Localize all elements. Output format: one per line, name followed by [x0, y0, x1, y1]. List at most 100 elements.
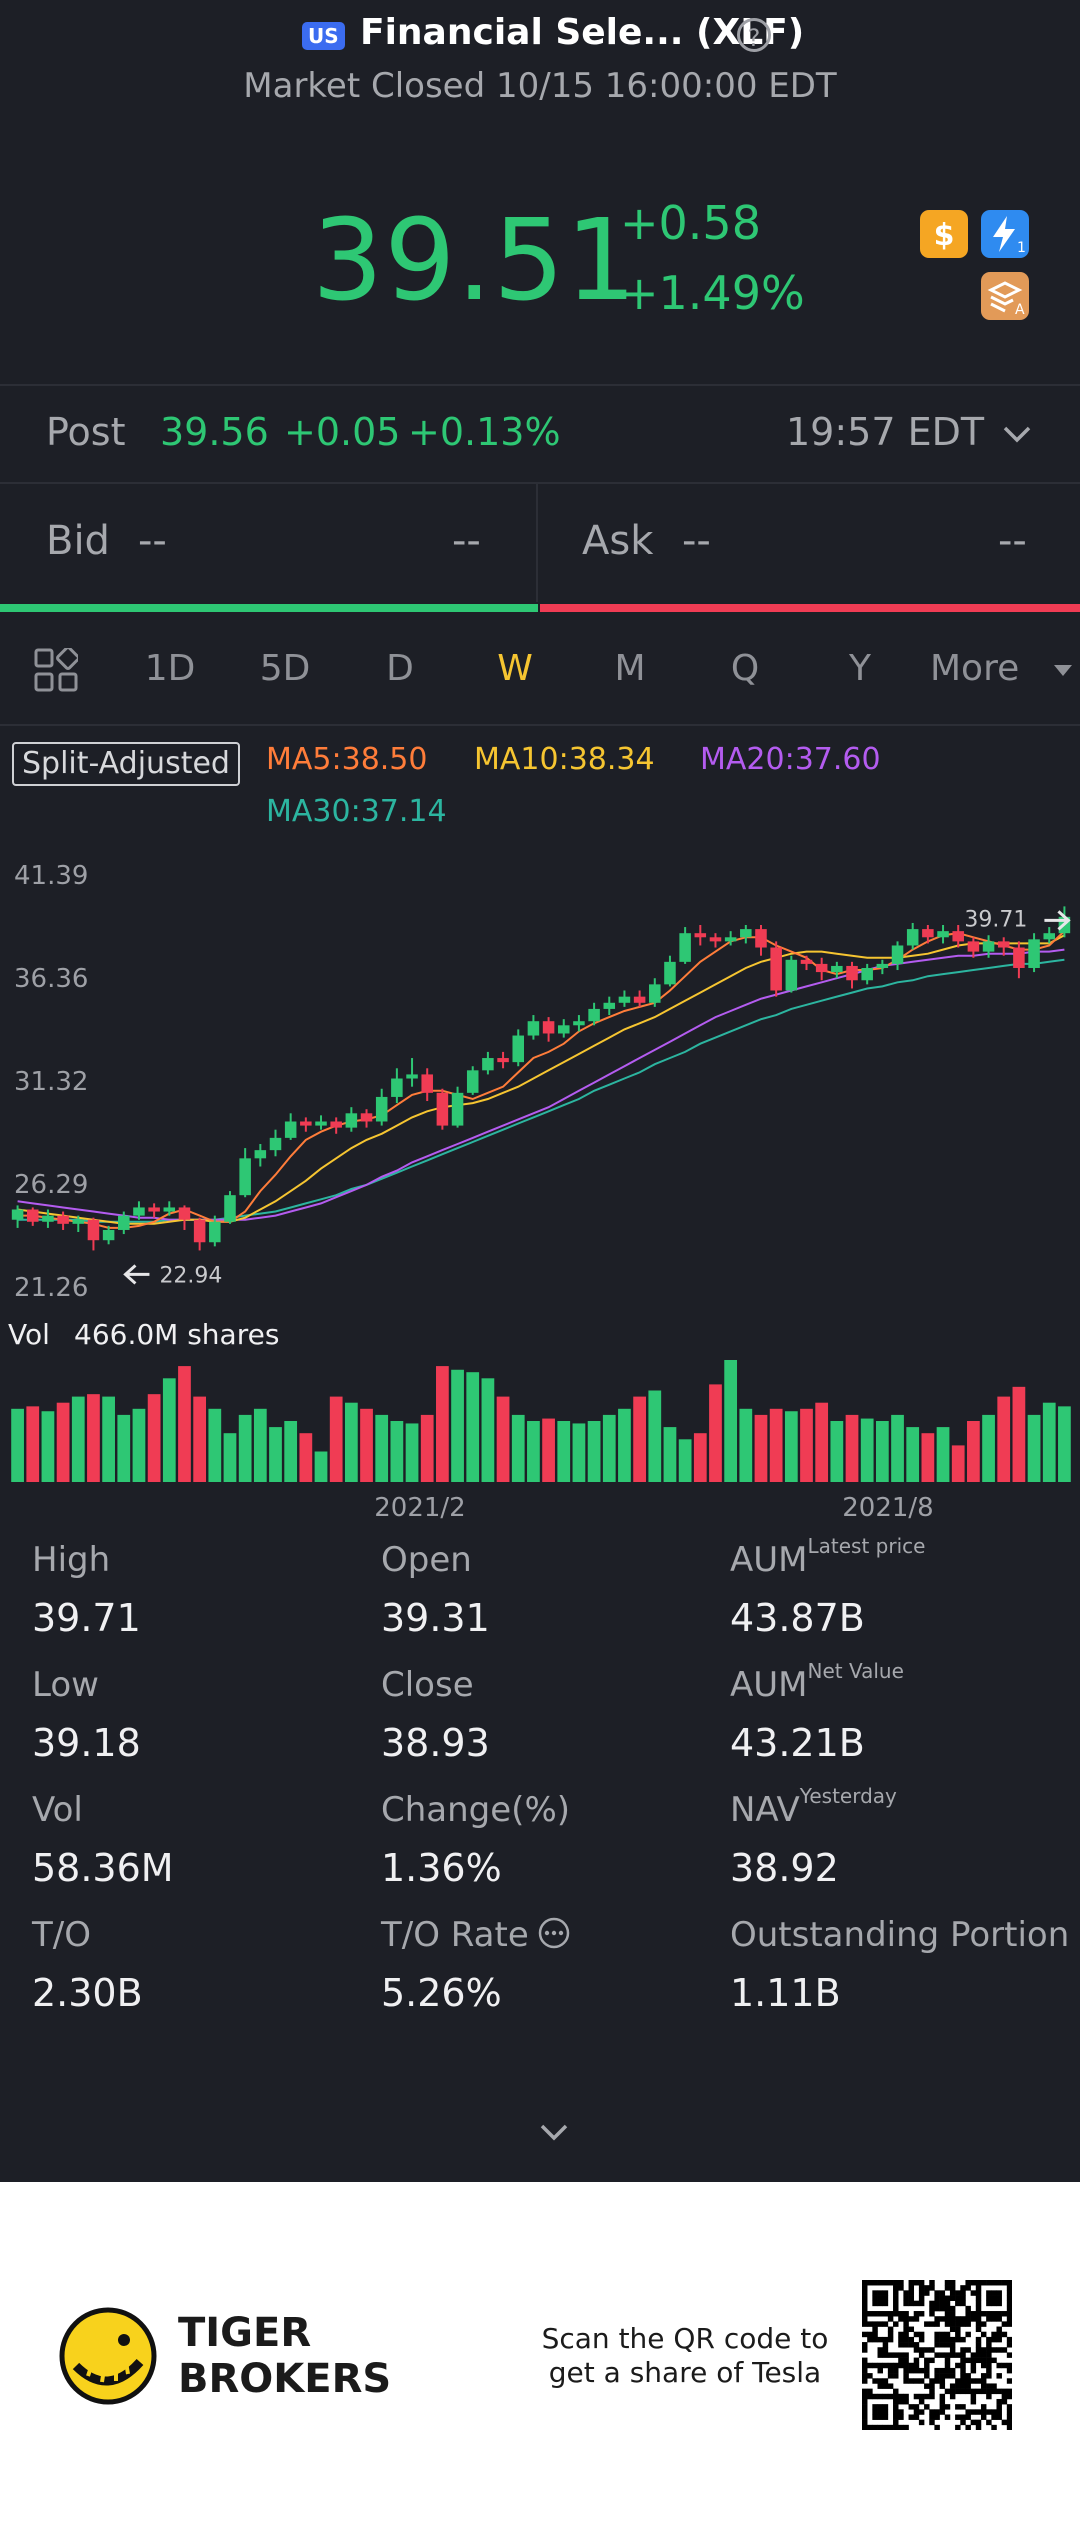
tab-5d[interactable]: 5D [259, 648, 311, 689]
stat-label: T/O Rate [381, 1915, 571, 1955]
volume-bar [147, 1394, 161, 1482]
tab-w[interactable]: W [497, 648, 533, 689]
period-tabs: 1D 5D D W M Q Y More [0, 612, 1080, 724]
candle [436, 1092, 449, 1126]
stat-label-text: Change(%) [381, 1790, 571, 1830]
candle [482, 1058, 494, 1071]
candle [87, 1219, 100, 1241]
candle [603, 1002, 616, 1009]
split-adjusted-toggle[interactable]: Split-Adjusted [12, 742, 240, 786]
candle [831, 965, 843, 973]
stat-label: T/O [32, 1915, 91, 1955]
grid-icon[interactable] [34, 648, 78, 692]
stat-label-text: AUM [730, 1540, 808, 1580]
candle [11, 1209, 24, 1220]
stat-label: AUMNet Value [730, 1659, 904, 1705]
stat-value: 1.36% [381, 1846, 502, 1890]
chevron-down-icon[interactable] [1000, 422, 1034, 446]
candle [148, 1207, 160, 1212]
ma10-label: MA10:38.34 [474, 742, 655, 777]
arrow-left-icon [123, 1264, 150, 1285]
svg-text:1: 1 [1017, 240, 1026, 256]
candle [952, 931, 964, 942]
volume-bar [162, 1378, 176, 1482]
scan-text-line1: Scan the QR code to [541, 2322, 829, 2355]
candle [330, 1121, 342, 1128]
stat-label-text: Close [381, 1665, 474, 1705]
candle [512, 1035, 525, 1063]
ma20-label: MA20:37.60 [700, 742, 881, 777]
volume-bar [238, 1414, 252, 1482]
volume-bar [557, 1421, 571, 1482]
candle [664, 961, 676, 985]
expand-chevron-icon[interactable] [536, 2120, 572, 2144]
tab-y[interactable]: Y [849, 648, 871, 689]
volume-bar [132, 1408, 146, 1482]
post-label: Post [46, 410, 126, 454]
caret-down-icon[interactable] [1052, 662, 1074, 678]
stat-label-text: Vol [32, 1790, 83, 1830]
tab-m[interactable]: M [614, 648, 646, 689]
volume-bar [314, 1451, 328, 1482]
y-tick-label: 41.39 [14, 861, 88, 891]
stat-value: 39.18 [32, 1721, 141, 1765]
dollar-icon[interactable]: $ [920, 210, 968, 258]
candle [209, 1221, 221, 1243]
ma5-label: MA5:38.50 [266, 742, 428, 777]
post-market-row[interactable]: Post 39.56 +0.05 +0.13% 19:57 EDT [0, 386, 1080, 482]
volume-bar [223, 1433, 237, 1482]
volume-bar [71, 1396, 85, 1482]
candle [861, 967, 873, 981]
stat-label: NAVYesterday [730, 1784, 897, 1830]
tab-d[interactable]: D [386, 648, 414, 689]
volume-bar [193, 1396, 207, 1482]
stat-label-text: AUM [730, 1665, 808, 1705]
post-time: 19:57 EDT [786, 410, 985, 454]
tab-1d[interactable]: 1D [144, 648, 196, 689]
ma-line-ma10 [17, 934, 1065, 1225]
stat-label: Close [381, 1665, 474, 1705]
stat-value: 39.71 [32, 1596, 141, 1640]
stat-label: Change(%) [381, 1790, 570, 1830]
candle [709, 937, 722, 942]
divider [0, 482, 1080, 484]
volume-bar [663, 1427, 677, 1482]
volume-label: Vol [8, 1318, 50, 1351]
candle [497, 1058, 509, 1063]
ma-line-ma5 [17, 930, 1066, 1229]
candle [284, 1121, 297, 1138]
volume-bar [511, 1414, 525, 1482]
info-dots-icon[interactable] [537, 1916, 571, 1950]
fund-title[interactable]: Financial Sele... (XLF) [360, 12, 805, 53]
share-footer: TIGER BROKERS Scan the QR code to get a … [0, 2182, 1080, 2528]
candle [178, 1207, 191, 1220]
tab-more[interactable]: More [930, 648, 1020, 689]
candle [300, 1121, 312, 1126]
volume-bar [602, 1414, 616, 1482]
volume-bar [784, 1411, 798, 1482]
candle [785, 959, 798, 991]
candle [391, 1078, 403, 1097]
stat-label-text: Low [32, 1665, 99, 1705]
tab-q[interactable]: Q [730, 648, 760, 689]
ask-ratio-bar [540, 604, 1080, 612]
brand-name-line2: BROKERS [178, 2356, 392, 2402]
volume-bar [1027, 1414, 1041, 1482]
candle [891, 945, 904, 964]
lightning-icon[interactable]: 1 [981, 210, 1029, 258]
help-icon[interactable]: ? [737, 18, 771, 52]
volume-bar [405, 1423, 419, 1482]
last-price: 39.51 [312, 196, 638, 326]
ask-price: -- [682, 518, 711, 564]
volume-bar [299, 1433, 313, 1482]
candle [618, 996, 631, 1003]
candle [770, 947, 782, 991]
stack-icon[interactable]: A [981, 272, 1029, 320]
stat-label-text: T/O [32, 1915, 91, 1955]
candle [982, 941, 995, 952]
volume-bar [26, 1406, 40, 1482]
quote-header: US Financial Sele... (XLF) ? Market Clos… [0, 0, 1080, 385]
candlestick-chart[interactable]: 41.39 36.36 31.32 26.29 21.26 39.71 22.94 2021/… [0, 840, 1080, 1530]
volume-bar [648, 1390, 662, 1482]
candle [527, 1021, 540, 1036]
